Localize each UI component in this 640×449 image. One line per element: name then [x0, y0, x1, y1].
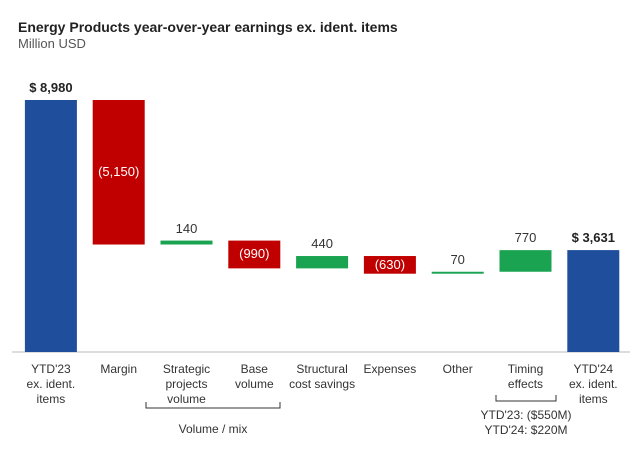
- value-label: 70: [450, 251, 465, 267]
- bar: [431, 271, 484, 274]
- x-tick-label: YTD'23 ex. ident. items: [26, 362, 76, 406]
- x-tick-label: Other: [442, 362, 473, 376]
- chart-subtitle: Million USD: [18, 36, 86, 51]
- x-tick-label: Margin: [100, 362, 138, 376]
- value-label: 140: [175, 220, 198, 236]
- annotation: YTD'23: ($550M): [480, 408, 572, 422]
- chart-title: Energy Products year-over-year earnings …: [18, 19, 398, 35]
- annotation: YTD'24: $220M: [484, 423, 568, 437]
- value-label: 440: [311, 236, 333, 252]
- x-tick-label: Timing effects: [507, 362, 544, 391]
- x-tick-label: Expenses: [363, 362, 417, 376]
- bar: [363, 256, 416, 274]
- x-tick-label: Structural cost savings: [289, 362, 356, 391]
- x-tick-label: Base volume: [234, 362, 274, 391]
- value-label: 770: [514, 230, 537, 246]
- bar: [499, 250, 552, 272]
- value-label: (5,150): [98, 164, 140, 180]
- bar: [92, 100, 145, 245]
- bar: [567, 250, 620, 352]
- value-label: (990): [239, 246, 270, 262]
- bar: [296, 256, 349, 269]
- bracket: [495, 395, 557, 402]
- x-tick-label: YTD'24 ex. ident. items: [568, 362, 618, 406]
- value-label: $ 8,980: [29, 80, 73, 95]
- bar: [160, 240, 213, 245]
- bar: [24, 100, 77, 352]
- annotation: Volume / mix: [178, 422, 248, 436]
- x-tick-label: Strategic projects volume: [162, 362, 211, 406]
- bracket: [145, 402, 281, 409]
- value-label: (630): [374, 256, 406, 272]
- bar: [228, 240, 281, 269]
- value-label: $ 3,631: [571, 230, 615, 246]
